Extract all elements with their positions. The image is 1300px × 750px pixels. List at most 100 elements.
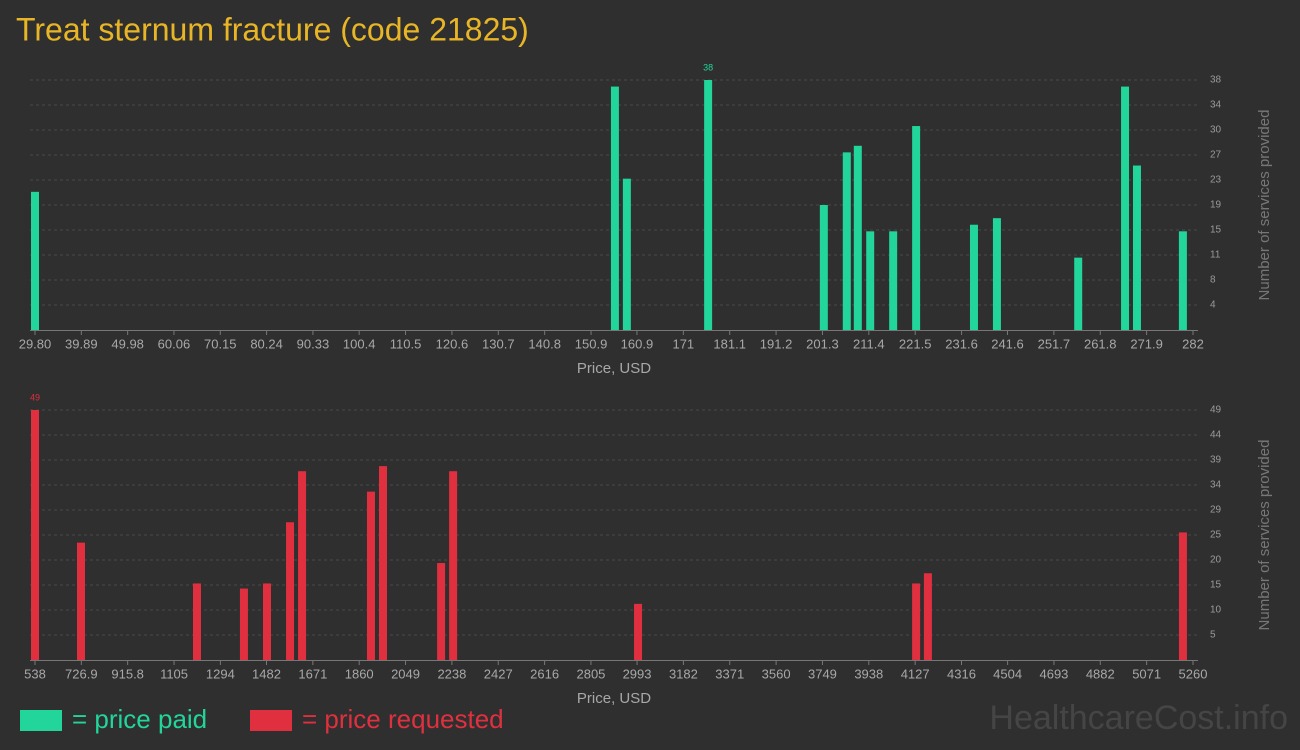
bar bbox=[31, 191, 39, 330]
x-tick-label: 251.7 bbox=[1038, 336, 1071, 351]
y-tick-label: 34 bbox=[1210, 480, 1222, 491]
bar bbox=[992, 218, 1001, 330]
x-tick-label: 3560 bbox=[762, 666, 791, 681]
x-tick-label: 110.5 bbox=[390, 336, 422, 351]
x-tick-label: 80.24 bbox=[250, 336, 283, 351]
bar bbox=[912, 126, 921, 330]
bar bbox=[77, 542, 86, 660]
x-tick-label: 282 bbox=[1182, 336, 1204, 351]
x-tick-label: 130.7 bbox=[482, 336, 515, 351]
bar bbox=[842, 152, 851, 330]
x-tick-label: 2427 bbox=[484, 666, 513, 681]
x-tick-label: 160.9 bbox=[621, 336, 654, 351]
x-tick-label: 3371 bbox=[715, 666, 744, 681]
x-tick-label: 4882 bbox=[1086, 666, 1115, 681]
bar bbox=[31, 410, 39, 660]
bar bbox=[1121, 86, 1130, 330]
x-axis-label: Price, USD bbox=[577, 690, 651, 707]
bar bbox=[1178, 231, 1187, 330]
x-tick-label: 39.89 bbox=[65, 336, 98, 351]
x-tick-label: 1105 bbox=[160, 666, 188, 681]
y-axis-label: Number of services provided bbox=[1256, 440, 1273, 631]
bar bbox=[193, 583, 202, 660]
bar bbox=[449, 471, 458, 660]
bar bbox=[1178, 532, 1187, 660]
x-tick-label: 120.6 bbox=[436, 336, 469, 351]
y-tick-label: 19 bbox=[1210, 200, 1222, 211]
y-tick-label: 38 bbox=[1210, 75, 1222, 86]
y-tick-label: 10 bbox=[1210, 605, 1222, 616]
x-tick-label: 211.4 bbox=[853, 336, 885, 351]
y-tick-label: 30 bbox=[1210, 125, 1222, 136]
y-axis-label: Number of services provided bbox=[1256, 110, 1273, 301]
x-tick-label: 261.8 bbox=[1084, 336, 1117, 351]
x-tick-label: 49.98 bbox=[111, 336, 144, 351]
y-tick-label: 4 bbox=[1210, 300, 1216, 311]
y-tick-label: 23 bbox=[1210, 175, 1222, 186]
x-tick-label: 201.3 bbox=[806, 336, 839, 351]
y-tick-label: 34 bbox=[1210, 100, 1222, 111]
legend-swatch bbox=[250, 710, 292, 731]
bar bbox=[622, 178, 631, 330]
x-tick-label: 271.9 bbox=[1130, 336, 1163, 351]
x-tick-label: 4504 bbox=[993, 666, 1022, 681]
x-tick-label: 726.9 bbox=[65, 666, 98, 681]
bar bbox=[889, 231, 898, 330]
x-tick-label: 538 bbox=[24, 666, 46, 681]
y-tick-label: 29 bbox=[1210, 505, 1222, 516]
x-tick-label: 915.8 bbox=[111, 666, 144, 681]
bar bbox=[819, 205, 828, 330]
y-tick-label: 15 bbox=[1210, 580, 1222, 591]
y-tick-label: 25 bbox=[1210, 530, 1222, 541]
watermark: HealthcareCost.info bbox=[989, 699, 1288, 737]
x-tick-label: 70.15 bbox=[204, 336, 237, 351]
legend-label: = price paid bbox=[72, 704, 207, 734]
bar bbox=[1132, 165, 1141, 330]
y-tick-label: 27 bbox=[1210, 150, 1222, 161]
y-tick-label: 39 bbox=[1210, 455, 1222, 466]
bar bbox=[912, 583, 921, 660]
chart-title: Treat sternum fracture (code 21825) bbox=[16, 11, 529, 47]
x-tick-label: 100.4 bbox=[343, 336, 376, 351]
x-tick-label: 2238 bbox=[437, 666, 466, 681]
x-tick-label: 5260 bbox=[1179, 666, 1208, 681]
legend-label: = price requested bbox=[302, 704, 504, 734]
x-tick-label: 29.80 bbox=[19, 336, 52, 351]
bar bbox=[1074, 257, 1083, 330]
bar bbox=[298, 471, 307, 660]
bar bbox=[366, 491, 375, 660]
y-tick-label: 15 bbox=[1210, 225, 1222, 236]
x-tick-label: 3182 bbox=[669, 666, 698, 681]
bar bbox=[610, 86, 619, 330]
bar bbox=[437, 563, 446, 660]
x-tick-label: 4693 bbox=[1039, 666, 1068, 681]
x-tick-label: 2616 bbox=[530, 666, 559, 681]
x-tick-label: 1294 bbox=[206, 666, 235, 681]
x-tick-label: 2993 bbox=[623, 666, 652, 681]
bar bbox=[704, 80, 713, 330]
x-tick-label: 241.6 bbox=[991, 336, 1024, 351]
bar bbox=[239, 588, 248, 660]
x-tick-label: 140.8 bbox=[528, 336, 561, 351]
bar bbox=[286, 522, 295, 660]
x-tick-label: 221.5 bbox=[899, 336, 932, 351]
value-label: 49 bbox=[30, 392, 40, 402]
bar bbox=[378, 466, 387, 660]
x-tick-label: 5071 bbox=[1132, 666, 1161, 681]
x-tick-label: 171 bbox=[672, 336, 694, 351]
legend-swatch bbox=[20, 710, 62, 731]
y-tick-label: 8 bbox=[1210, 275, 1216, 286]
bar bbox=[923, 573, 932, 660]
x-tick-label: 150.9 bbox=[575, 336, 608, 351]
y-tick-label: 20 bbox=[1210, 555, 1222, 566]
bar bbox=[262, 583, 271, 660]
y-tick-label: 5 bbox=[1210, 630, 1216, 641]
x-tick-label: 1671 bbox=[298, 666, 327, 681]
x-tick-label: 4316 bbox=[947, 666, 976, 681]
x-tick-label: 191.2 bbox=[760, 336, 793, 351]
x-axis-label: Price, USD bbox=[577, 360, 651, 377]
y-tick-label: 11 bbox=[1210, 250, 1221, 261]
